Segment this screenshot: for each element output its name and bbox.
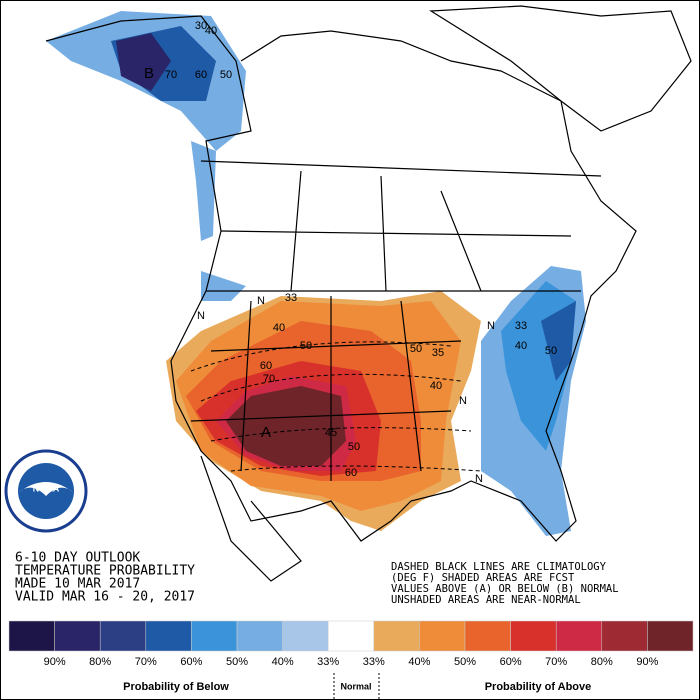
probability-area <box>116 33 171 91</box>
colorbar-label: 40% <box>408 656 430 668</box>
colorbar-swatch <box>54 620 101 652</box>
probability-area <box>226 386 346 466</box>
colorbar-swatch <box>8 620 55 652</box>
colorbar-label: 40% <box>272 656 294 668</box>
header-line: MADE 10 MAR 2017 <box>15 577 140 592</box>
contour-label: 50 <box>410 343 422 355</box>
noaa-logo: NOAA <box>4 449 88 533</box>
colorbar-label: 70% <box>135 656 157 668</box>
colorbar-swatch <box>327 620 375 652</box>
note-line: DASHED BLACK LINES ARE CLIMATOLOGY <box>391 561 607 573</box>
probability-area <box>201 271 246 301</box>
colorbar-label: 70% <box>545 656 567 668</box>
header-line: TEMPERATURE PROBABILITY <box>15 564 195 579</box>
colorbar-label: 60% <box>500 656 522 668</box>
colorbar-swatch <box>419 620 466 652</box>
colorbar-swatch <box>464 620 511 652</box>
below-label: Probability of Below <box>123 681 229 693</box>
contour-label: 70 <box>165 69 177 81</box>
contour-label: 33 <box>285 292 297 304</box>
contour-label: 50 <box>220 69 232 81</box>
colorbar-swatch <box>373 620 420 652</box>
contour-label: 45 <box>325 427 337 439</box>
colorbar-swatch <box>99 620 147 652</box>
contour-label: N <box>475 473 483 485</box>
colorbar-swatch <box>236 620 283 652</box>
contour-label: 70 <box>263 373 275 385</box>
header-line: 6-10 DAY OUTLOOK <box>15 551 140 566</box>
colorbar-label: 33% <box>317 656 339 668</box>
probability-area <box>541 301 576 381</box>
note-line: VALUES ABOVE (A) OR BELOW (B) NORMAL <box>391 583 619 595</box>
contour-label: N <box>257 295 265 307</box>
colorbar-label: 80% <box>89 656 111 668</box>
climatology-lines <box>190 341 482 472</box>
contour-label: 50 <box>300 340 312 352</box>
colorbar-label: 50% <box>454 656 476 668</box>
colorbar-swatch <box>647 620 694 652</box>
contour-label: 30 <box>195 20 207 32</box>
contour-label: 60 <box>260 360 272 372</box>
contour-label: B <box>144 65 154 82</box>
contour-label: 40 <box>205 25 217 37</box>
probability-area <box>191 141 216 241</box>
contour-label: 60 <box>345 467 357 479</box>
colorbar: 90% 80% 70% 60% 50% 40% 33% 33% 40% 50% 60% 70% 80% 9… <box>8 620 694 668</box>
land-outline <box>45 5 692 582</box>
contour-label: A <box>261 424 271 441</box>
contour-label: N <box>487 320 495 332</box>
header-line: VALID MAR 16 - 20, 2017 <box>15 590 195 605</box>
contour-label: N <box>459 395 467 407</box>
legend-notes: DASHED BLACK LINES ARE CLIMATOLOGY(DEG F… <box>391 561 619 606</box>
colorbar-label: 60% <box>180 656 202 668</box>
colorbar-swatch <box>555 620 603 652</box>
probability-shading <box>46 11 586 536</box>
above-label: Probability of Above <box>485 681 592 693</box>
contour-label: N <box>197 310 205 322</box>
contour-label: 40 <box>430 380 442 392</box>
colorbar-swatch <box>145 620 192 652</box>
contour-label: 40 <box>515 340 527 352</box>
normal-label: Normal <box>340 681 371 691</box>
colorbar-swatch <box>191 620 238 652</box>
colorbar-swatch <box>282 620 329 652</box>
contour-label: 40 <box>273 322 285 334</box>
note-line: UNSHADED AREAS ARE NEAR-NORMAL <box>391 594 581 606</box>
contour-label: 35 <box>432 347 444 359</box>
colorbar-swatch <box>601 620 648 652</box>
colorbar-label: 90% <box>636 656 658 668</box>
colorbar-label: 33% <box>363 656 385 668</box>
contour-label: 50 <box>545 345 557 357</box>
contour-label: 60 <box>195 69 207 81</box>
colorbar-label: 90% <box>44 656 66 668</box>
contour-label: 33 <box>515 320 527 332</box>
colorbar-swatch <box>510 620 557 652</box>
contour-label: 50 <box>348 441 360 453</box>
colorbar-label: 80% <box>591 656 613 668</box>
note-line: (DEG F) SHADED AREAS ARE FCST <box>391 572 575 584</box>
logo-text: NOAA <box>33 483 60 493</box>
colorbar-label: 50% <box>226 656 248 668</box>
